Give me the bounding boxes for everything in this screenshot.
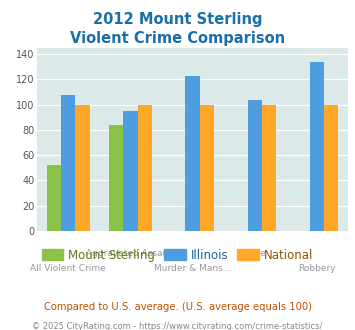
Text: Aggravated Assault: Aggravated Assault [86, 249, 175, 258]
Text: Rape: Rape [243, 249, 266, 258]
Bar [138, 105, 152, 231]
Bar [310, 62, 324, 231]
Bar [324, 105, 338, 231]
Bar [123, 111, 138, 231]
Text: All Violent Crime: All Violent Crime [31, 264, 106, 273]
Text: Murder & Mans...: Murder & Mans... [154, 264, 231, 273]
Text: © 2025 CityRating.com - https://www.cityrating.com/crime-statistics/: © 2025 CityRating.com - https://www.city… [32, 322, 323, 330]
Text: Violent Crime Comparison: Violent Crime Comparison [70, 31, 285, 46]
Bar [61, 95, 76, 231]
Bar [109, 125, 123, 231]
Text: 2012 Mount Sterling: 2012 Mount Sterling [93, 12, 262, 26]
Bar [262, 105, 276, 231]
Bar [185, 76, 200, 231]
Bar [76, 105, 90, 231]
Text: Compared to U.S. average. (U.S. average equals 100): Compared to U.S. average. (U.S. average … [44, 302, 311, 312]
Text: Robbery: Robbery [298, 264, 335, 273]
Legend: Mount Sterling, Illinois, National: Mount Sterling, Illinois, National [37, 244, 318, 266]
Bar [200, 105, 214, 231]
Bar [247, 100, 262, 231]
Bar [47, 165, 61, 231]
